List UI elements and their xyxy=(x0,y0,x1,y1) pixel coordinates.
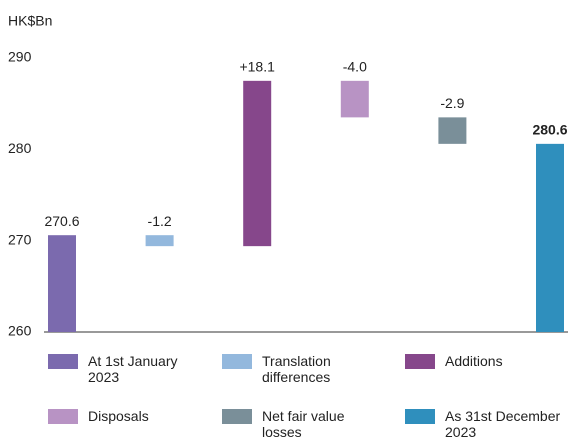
legend-swatch xyxy=(405,354,435,369)
legend-swatch xyxy=(48,354,78,369)
data-label: +18.1 xyxy=(239,59,275,75)
bar xyxy=(48,235,76,332)
legend-label: At 1st January 2023 xyxy=(88,353,178,385)
y-tick-label: 270 xyxy=(8,231,32,247)
data-label: 270.6 xyxy=(44,213,79,229)
legend-label: Net fair value losses xyxy=(262,408,345,440)
data-label: 280.6 xyxy=(532,122,567,138)
legend-item: As 31st December 2023 xyxy=(405,408,570,440)
legend-label: Additions xyxy=(445,353,503,369)
legend-label: Translation differences xyxy=(262,353,331,385)
bar xyxy=(145,235,174,247)
legend-swatch xyxy=(222,354,252,369)
y-tick-label: 280 xyxy=(8,140,32,156)
y-tick-label: 260 xyxy=(8,323,32,339)
legend-item: Additions xyxy=(405,353,570,369)
legend-label: As 31st December 2023 xyxy=(445,408,561,440)
bar xyxy=(536,143,564,332)
legend-swatch xyxy=(405,409,435,424)
y-axis-label: HK$Bn xyxy=(8,13,52,29)
data-label: -2.9 xyxy=(440,95,464,111)
legend-item: Disposals xyxy=(48,408,203,424)
y-tick-label: 290 xyxy=(8,49,32,65)
legend-swatch xyxy=(48,409,78,424)
legend-label: Disposals xyxy=(88,408,149,424)
legend-item: Translation differences xyxy=(222,353,352,385)
legend-item: Net fair value losses xyxy=(222,408,352,440)
legend-swatch xyxy=(222,409,252,424)
bar xyxy=(243,80,272,247)
data-label: -4.0 xyxy=(343,59,367,75)
bar xyxy=(438,117,467,144)
legend-item: At 1st January 2023 xyxy=(48,353,203,385)
bar xyxy=(340,80,369,118)
data-label: -1.2 xyxy=(148,213,172,229)
